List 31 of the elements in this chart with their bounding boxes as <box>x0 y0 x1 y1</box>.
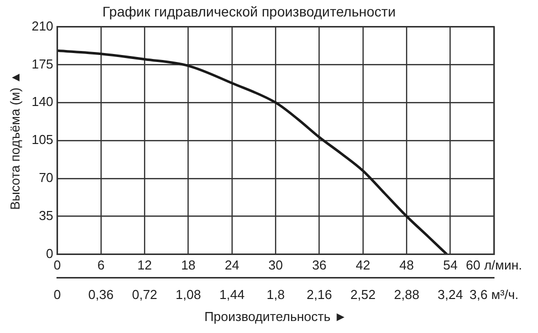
x-tick-label: 12 <box>137 258 152 273</box>
x2-tick-label: 0,72 <box>132 287 158 302</box>
x2-tick-label: 2,16 <box>306 287 332 302</box>
chart-title: График гидравлической производительности <box>102 3 396 20</box>
x2-tick-label: 1,08 <box>176 287 201 302</box>
x-tick-label: 18 <box>181 258 196 273</box>
y-tick-label: 140 <box>32 94 54 110</box>
x-tick-label: 48 <box>399 258 414 273</box>
x-tick-label: 60 л/мин. <box>466 258 522 273</box>
x2-tick-label: 2,52 <box>350 287 376 302</box>
x-tick-label: 6 <box>97 258 105 273</box>
x-tick-label: 42 <box>356 258 370 273</box>
x-tick-label: 24 <box>224 258 240 273</box>
y-tick-label: 35 <box>38 208 54 223</box>
x2-tick-label: 1,44 <box>219 287 245 302</box>
y-tick-label: 105 <box>32 132 54 148</box>
x2-tick-label: 3,24 <box>438 287 463 302</box>
y-axis-title: Высота подъёма (м) ▲ <box>7 71 22 210</box>
x2-tick-label: 0,36 <box>88 287 114 302</box>
x-tick-label: 54 <box>443 258 458 273</box>
x-axis-title: Производительность ► <box>204 308 347 324</box>
x2-tick-label: 3,6 м³/ч. <box>470 287 518 302</box>
y-tick-label: 210 <box>32 18 54 34</box>
y-tick-label: 175 <box>32 56 54 72</box>
x-tick-label: 30 <box>268 258 283 273</box>
x2-tick-label: 2,88 <box>394 287 420 302</box>
x-tick-label: 36 <box>312 258 327 273</box>
line-series <box>57 49 448 254</box>
y-tick-label: 70 <box>38 170 54 185</box>
y-tick-label: 0 <box>46 246 54 261</box>
x2-tick-label: 1,8 <box>266 287 285 302</box>
